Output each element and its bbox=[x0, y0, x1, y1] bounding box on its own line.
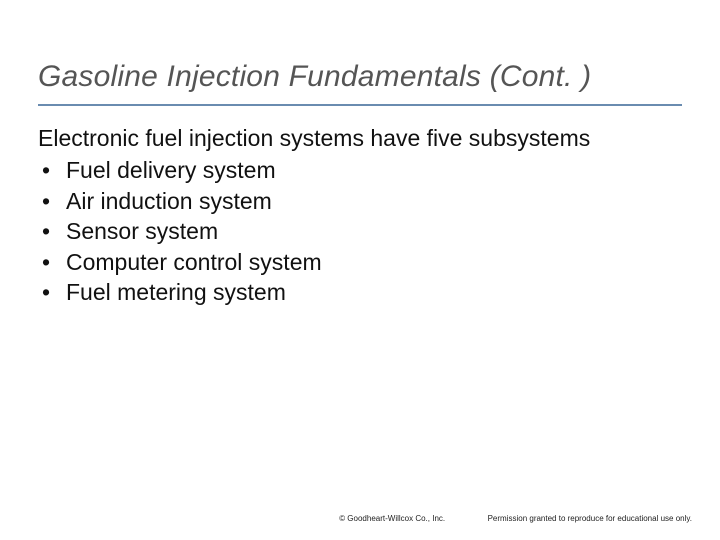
bullet-icon: • bbox=[42, 216, 50, 246]
bullet-text: Sensor system bbox=[66, 218, 218, 244]
slide: Gasoline Injection Fundamentals (Cont. )… bbox=[0, 0, 720, 540]
footer: © Goodheart-Willcox Co., Inc. Permission… bbox=[0, 508, 692, 526]
list-item: • Air induction system bbox=[38, 186, 682, 216]
bullet-text: Computer control system bbox=[66, 249, 322, 275]
permission-text: Permission granted to reproduce for educ… bbox=[488, 514, 692, 523]
list-item: • Sensor system bbox=[38, 216, 682, 246]
bullet-text: Fuel metering system bbox=[66, 279, 286, 305]
intro-text: Electronic fuel injection systems have f… bbox=[38, 124, 682, 153]
bullet-text: Air induction system bbox=[66, 188, 272, 214]
bullet-list: • Fuel delivery system • Air induction sys… bbox=[38, 155, 682, 307]
bullet-icon: • bbox=[42, 155, 50, 185]
bullet-icon: • bbox=[42, 277, 50, 307]
list-item: • Fuel delivery system bbox=[38, 155, 682, 185]
bullet-icon: • bbox=[42, 247, 50, 277]
list-item: • Fuel metering system bbox=[38, 277, 682, 307]
bullet-icon: • bbox=[42, 186, 50, 216]
bullet-text: Fuel delivery system bbox=[66, 157, 276, 183]
copyright-text: © Goodheart-Willcox Co., Inc. bbox=[339, 514, 445, 523]
list-item: • Computer control system bbox=[38, 247, 682, 277]
slide-title: Gasoline Injection Fundamentals (Cont. ) bbox=[38, 60, 682, 106]
